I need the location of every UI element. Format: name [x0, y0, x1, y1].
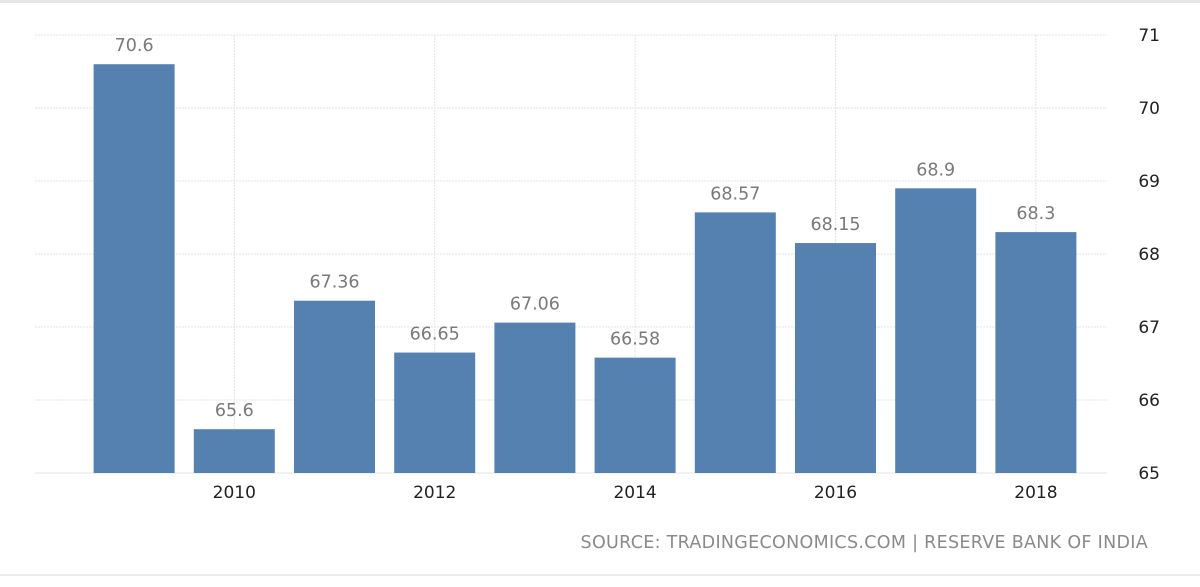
bar-2013 — [494, 322, 576, 473]
top-border — [0, 0, 1200, 3]
bar-2014 — [594, 357, 676, 473]
y-tick-label: 69 — [1138, 172, 1160, 192]
x-axis-ticks: 2010 2012 2014 2016 2018 — [213, 483, 1058, 503]
y-axis-ticks: 65 66 67 68 69 70 71 — [1138, 26, 1160, 484]
bottom-border — [0, 574, 1200, 576]
bars — [93, 64, 1077, 474]
bar-value-label: 67.06 — [510, 295, 560, 315]
y-tick-label: 67 — [1138, 318, 1160, 338]
bar-2018 — [995, 232, 1077, 473]
x-tick-label: 2014 — [613, 483, 656, 503]
bar-value-label: 70.6 — [115, 36, 154, 56]
y-tick-label: 70 — [1138, 99, 1160, 119]
bar-2010 — [193, 429, 275, 473]
bar-2016 — [795, 243, 876, 473]
x-tick-label: 2010 — [213, 483, 256, 503]
bar-value-label: 68.9 — [916, 160, 955, 180]
bar-value-label: 67.36 — [309, 273, 359, 293]
bar-value-label: 66.65 — [410, 325, 460, 345]
y-tick-label: 65 — [1138, 464, 1160, 484]
x-tick-label: 2018 — [1014, 483, 1057, 503]
bar-value-label: 68.57 — [710, 184, 760, 204]
bar-value-label: 65.6 — [215, 401, 254, 421]
bar-value-label: 68.3 — [1016, 204, 1055, 224]
y-tick-label: 71 — [1138, 26, 1160, 46]
bar-2011 — [294, 300, 375, 473]
bar-2015 — [694, 212, 776, 473]
source-caption: SOURCE: TRADINGECONOMICS.COM | RESERVE B… — [580, 533, 1148, 553]
bar-2012 — [394, 352, 476, 473]
bar-2009 — [93, 64, 175, 473]
bar-value-label: 66.58 — [610, 330, 660, 350]
x-tick-label: 2012 — [413, 483, 456, 503]
y-tick-label: 68 — [1138, 245, 1160, 265]
bar-value-label: 68.15 — [810, 215, 860, 235]
value-labels: 70.6 65.6 67.36 66.65 67.06 66.58 68.57 68.15 68… — [115, 36, 1056, 421]
x-tick-label: 2016 — [814, 483, 857, 503]
y-tick-label: 66 — [1138, 391, 1160, 411]
bar-2017 — [895, 188, 977, 474]
